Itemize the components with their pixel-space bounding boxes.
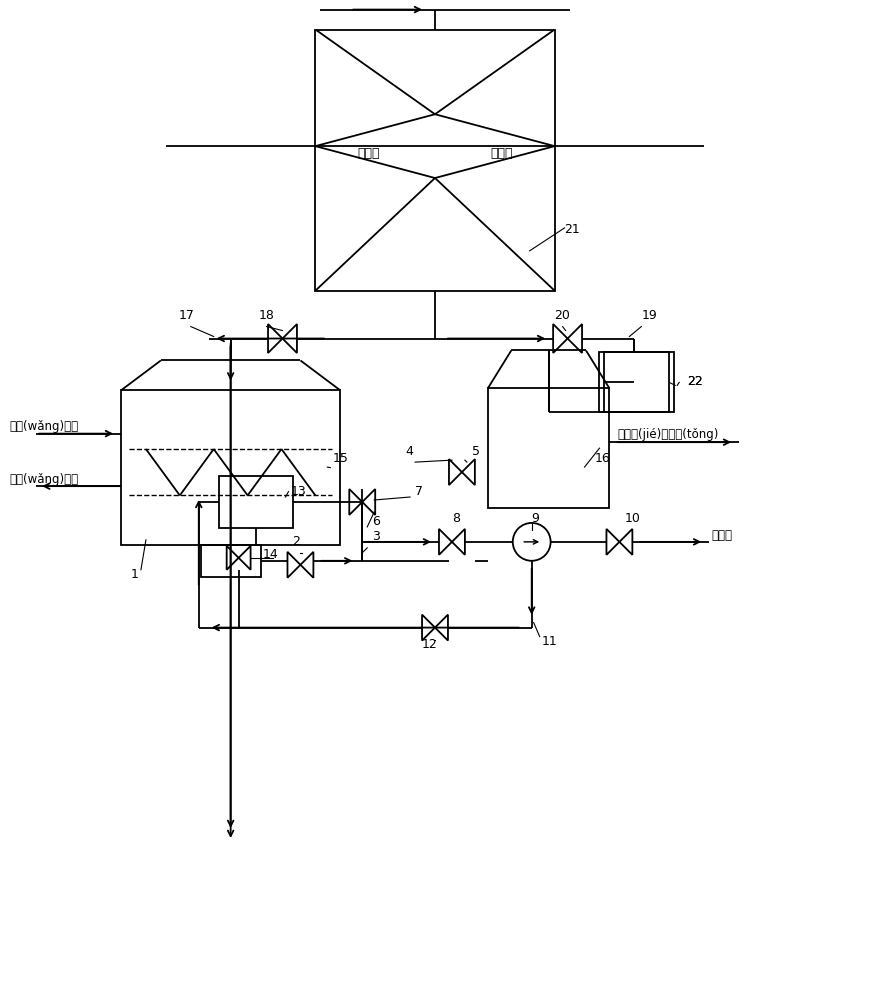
Text: 5: 5: [472, 445, 480, 458]
Text: 低壓缸: 低壓缸: [357, 147, 380, 160]
Bar: [599, 352, 669, 412]
Text: 到疏結(jié)水系統(tǒng): 到疏結(jié)水系統(tǒng): [618, 428, 719, 441]
Text: 熱網(wǎng)供水: 熱網(wǎng)供水: [10, 473, 78, 486]
Bar: [200, 545, 260, 577]
Text: 18: 18: [259, 309, 274, 322]
Text: 排地溝: 排地溝: [711, 529, 733, 542]
Text: 4: 4: [405, 445, 413, 458]
Text: 22: 22: [687, 375, 703, 388]
Bar: [121, 390, 341, 545]
Bar: [604, 352, 674, 412]
Text: 13: 13: [290, 485, 307, 498]
Text: 16: 16: [595, 452, 611, 465]
Text: 9: 9: [531, 512, 539, 525]
Text: 22: 22: [687, 375, 703, 388]
Text: 2: 2: [293, 535, 300, 548]
Text: 1: 1: [131, 568, 138, 581]
Text: 11: 11: [542, 635, 557, 648]
Text: 低壓缸: 低壓缸: [490, 147, 513, 160]
Text: 8: 8: [452, 512, 460, 525]
Text: 12: 12: [422, 638, 438, 651]
Bar: [315, 30, 555, 291]
Bar: [488, 388, 610, 508]
Text: 6: 6: [372, 515, 380, 528]
Text: 3: 3: [372, 530, 380, 543]
Text: 21: 21: [564, 223, 580, 236]
Text: 14: 14: [262, 548, 279, 561]
Text: 17: 17: [179, 309, 195, 322]
Text: 10: 10: [625, 512, 640, 525]
Text: 20: 20: [555, 309, 571, 322]
Bar: [219, 476, 294, 528]
Text: 7: 7: [415, 485, 423, 498]
Text: 15: 15: [333, 452, 348, 465]
Text: 19: 19: [641, 309, 657, 322]
Text: 熱網(wǎng)回水: 熱網(wǎng)回水: [10, 420, 78, 433]
